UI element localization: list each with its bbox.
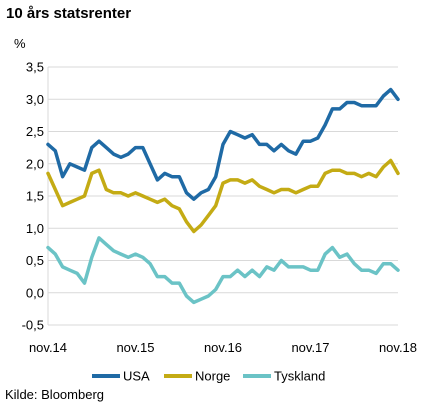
series-line-usa — [46, 87, 400, 201]
y-tick-label: 0,0 — [26, 285, 44, 300]
y-tick-label: 1,0 — [26, 221, 44, 236]
source-note: Kilde: Bloomberg — [5, 387, 104, 402]
y-axis-unit: % — [14, 36, 26, 51]
x-tick-label: nov.14 — [29, 340, 67, 355]
series-line-norge — [46, 158, 400, 234]
series-lines — [46, 87, 400, 305]
chart-title: 10 års statsrenter — [6, 5, 132, 22]
y-tick-label: 2,5 — [26, 124, 44, 139]
y-tick-label: 0,5 — [26, 253, 44, 268]
legend-label-usa: USA — [123, 369, 150, 384]
x-tick-label: nov.15 — [116, 340, 154, 355]
y-tick-label: 3,0 — [26, 92, 44, 107]
y-axis-ticks: 3,5 3,0 2,5 2,0 1,5 1,0 0,5 0,0 -0,5 — [22, 60, 44, 333]
x-tick-label: nov.18 — [379, 340, 417, 355]
x-tick-label: nov.17 — [291, 340, 329, 355]
legend-label-tyskland: Tyskland — [274, 369, 325, 384]
series-line-tyskland — [46, 236, 400, 305]
legend: USA Norge Tyskland — [92, 369, 325, 384]
legend-label-norge: Norge — [195, 369, 230, 384]
y-tick-label: 2,0 — [26, 156, 44, 171]
x-axis-ticks: nov.14 nov.15 nov.16 nov.17 nov.18 — [29, 340, 417, 355]
y-tick-label: -0,5 — [22, 318, 44, 333]
y-tick-label: 3,5 — [26, 60, 44, 75]
y-tick-label: 1,5 — [26, 189, 44, 204]
x-tick-label: nov.16 — [204, 340, 242, 355]
gridlines — [47, 66, 398, 326]
